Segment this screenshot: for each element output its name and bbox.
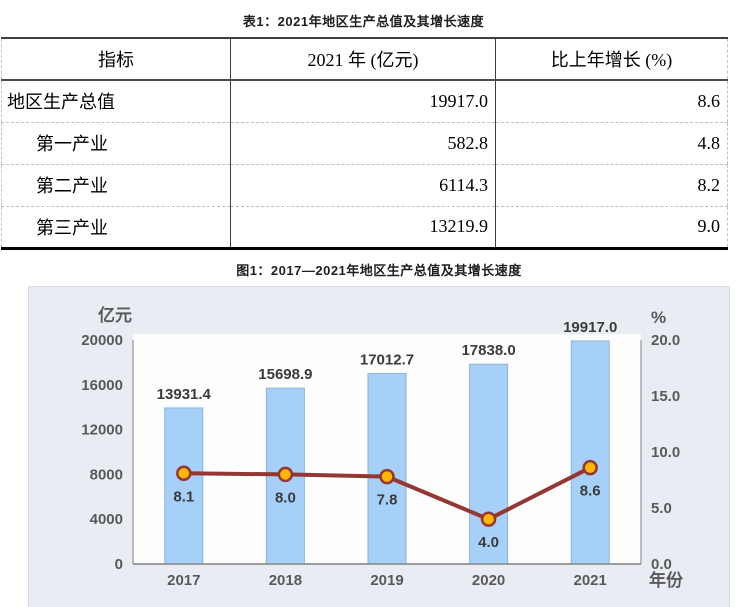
bar-value-label: 13931.4 xyxy=(157,385,212,402)
col-header-2021-value: 2021 年 (亿元) xyxy=(230,38,496,80)
gdp-table: 指标 2021 年 (亿元) 比上年增长 (%) 地区生产总值 19917.0 … xyxy=(1,37,728,250)
left-axis-tick: 20000 xyxy=(81,332,123,349)
bar-2019 xyxy=(367,372,407,564)
table-row-tertiary-industry: 第三产业 13219.9 9.0 xyxy=(1,206,728,248)
growth-marker-2020 xyxy=(480,510,497,527)
bar-2020 xyxy=(469,363,509,564)
table-title: 表1：2021年地区生产总值及其增长速度 xyxy=(242,14,485,29)
chart-canvas: 0 4000 8000 12000 16000 20000 0.0 5.0 10.0 15.0 20… xyxy=(81,305,684,590)
left-axis-tick: 0 xyxy=(115,556,123,573)
bar-value-label: 17838.0 xyxy=(461,342,515,359)
x-label-2019: 2019 xyxy=(370,572,403,589)
growth-cell: 8.2 xyxy=(697,174,721,195)
right-axis-unit-label: % xyxy=(651,308,666,327)
growth-value-label: 7.8 xyxy=(377,491,398,508)
x-label-2021: 2021 xyxy=(574,572,607,589)
left-axis-tick: 12000 xyxy=(81,421,123,438)
left-axis-unit-label: 亿元 xyxy=(98,305,132,325)
right-axis-tick: 10.0 xyxy=(651,444,680,461)
indicator-cell: 第三产业 xyxy=(1,206,231,248)
indicator-cell: 第一产业 xyxy=(1,122,231,164)
left-axis-tick: 4000 xyxy=(90,511,123,528)
right-axis-tick: 0.0 xyxy=(651,556,672,573)
col-header-indicator: 指标 xyxy=(1,38,231,80)
growth-marker-2021 xyxy=(582,459,598,475)
x-label-2017: 2017 xyxy=(167,572,200,589)
value-cell: 19917.0 xyxy=(230,80,496,122)
value-cell: 13219.9 xyxy=(230,206,496,248)
growth-value-label: 4.0 xyxy=(478,534,499,551)
growth-cell: 8.6 xyxy=(697,90,721,111)
bar-value-label: 17012.7 xyxy=(360,351,414,368)
left-axis-tick: 8000 xyxy=(90,466,123,483)
value-cell: 582.8 xyxy=(230,122,496,164)
col-header-growth: 比上年增长 (%) xyxy=(550,50,673,70)
bar-2021 xyxy=(570,339,610,565)
table-row-secondary-industry: 第二产业 6114.3 8.2 xyxy=(1,164,728,206)
table-row-primary-industry: 第一产业 582.8 4.8 xyxy=(1,122,728,164)
growth-value-label: 8.1 xyxy=(173,488,194,505)
growth-cell: 9.0 xyxy=(697,216,721,236)
indicator-cell: 地区生产总值 xyxy=(1,80,231,122)
growth-marker-2018 xyxy=(277,466,294,482)
right-axis-tick: 15.0 xyxy=(651,388,680,405)
left-axis-tick: 16000 xyxy=(81,376,123,393)
bar-value-label: 19917.0 xyxy=(563,318,617,335)
growth-value-label: 8.0 xyxy=(275,489,296,506)
right-axis-tick: 20.0 xyxy=(651,332,680,349)
gdp-growth-chart: 0 4000 8000 12000 16000 20000 0.0 5.0 10.0 15.0 20… xyxy=(28,285,730,607)
x-axis-unit-label: 年份 xyxy=(649,570,684,590)
figure-title: 图1：2017—2021年地区生产总值及其增长速度 xyxy=(236,262,522,278)
growth-value-label: 8.6 xyxy=(580,482,601,499)
growth-marker-2017 xyxy=(176,465,192,481)
x-label-2020: 2020 xyxy=(472,572,505,589)
indicator-cell: 第二产业 xyxy=(1,164,231,206)
bar-value-label: 15698.9 xyxy=(258,366,312,383)
x-label-2018: 2018 xyxy=(269,572,302,589)
growth-cell: 4.8 xyxy=(697,132,721,153)
value-cell: 6114.3 xyxy=(230,164,496,206)
table-row-gdp-total: 地区生产总值 19917.0 8.6 xyxy=(1,80,728,122)
table-header-row: 指标 2021 年 (亿元) 比上年增长 (%) xyxy=(1,38,728,80)
right-axis-tick: 5.0 xyxy=(651,500,672,517)
bar-2017 xyxy=(164,406,204,564)
growth-marker-2019 xyxy=(379,468,395,484)
